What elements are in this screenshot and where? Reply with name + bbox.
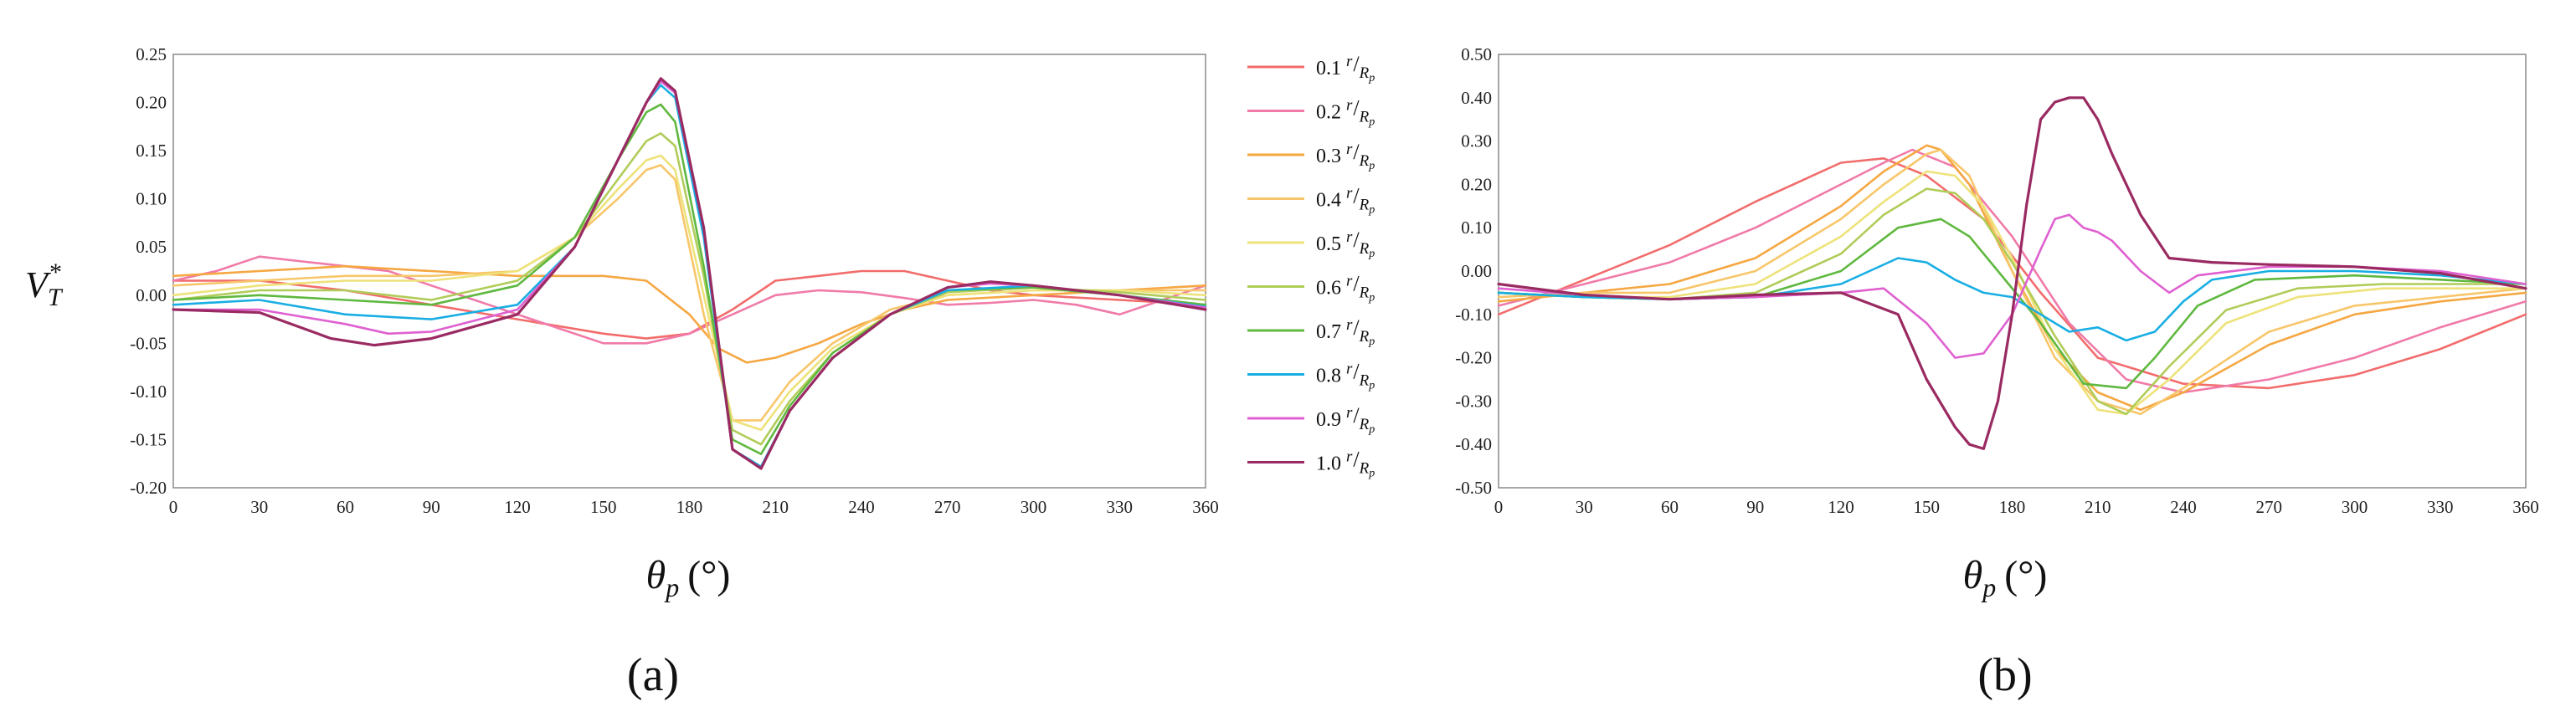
y-tick-label: -0.20 <box>1455 348 1492 368</box>
x-tick-label: 60 <box>1661 497 1679 517</box>
plot-frame-b <box>1498 54 2527 489</box>
x-tick-label: 360 <box>1192 497 1219 517</box>
y-tick-label: -0.20 <box>130 478 167 498</box>
y-axis-label-a: VT* <box>25 259 64 311</box>
series-line-0.5 <box>1497 170 2527 416</box>
x-ticks-a: 0 30 60 90 120 150 180 210 240 270 300 330 360 <box>169 497 1219 517</box>
series-lines-b <box>1497 96 2527 450</box>
legend-entry: 0.2 r/Rp <box>1316 96 1375 129</box>
legend-entry: 0.5 r/Rp <box>1316 228 1375 260</box>
y-tick-label: 0.10 <box>136 189 167 209</box>
y-tick-label: -0.30 <box>1455 391 1492 411</box>
x-tick-label: 240 <box>848 497 875 517</box>
legend-entry: 0.3 r/Rp <box>1316 140 1375 172</box>
x-tick-label: 0 <box>169 497 178 517</box>
series-line-0.8 <box>1497 257 2527 342</box>
y-tick-label: 0.00 <box>136 285 167 305</box>
x-tick-label: 270 <box>934 497 961 517</box>
y-tick-label: 0.50 <box>1461 44 1492 64</box>
legend-entry: 0.4 r/Rp <box>1316 184 1375 217</box>
y-tick-label: 0.05 <box>136 237 167 257</box>
x-tick-label: 300 <box>2342 497 2368 517</box>
x-tick-label: 330 <box>1107 497 1134 517</box>
x-tick-label: 210 <box>2085 497 2111 517</box>
panel-label-b: (b) <box>1977 649 2032 701</box>
series-line-0.3 <box>172 264 1207 364</box>
series-line-0.3 <box>1497 144 2527 412</box>
x-tick-label: 150 <box>590 497 617 517</box>
legend-entry: 0.8 r/Rp <box>1316 360 1375 392</box>
x-tick-label: 180 <box>676 497 703 517</box>
legend-entry: 0.7 r/Rp <box>1316 315 1375 348</box>
y-ticks-b: 0.50 0.40 0.30 0.20 0.10 0.00 -0.10 -0.20 -0.30 -… <box>1455 44 1492 498</box>
panel-b: 0.50 0.40 0.30 0.20 0.10 0.00 -0.10 -0.20 -0.30 -… <box>1455 44 2539 701</box>
series-line-0.2 <box>1497 148 2527 394</box>
x-tick-label: 330 <box>2427 497 2454 517</box>
series-line-0.6 <box>1497 187 2527 416</box>
x-tick-label: 360 <box>2512 497 2539 517</box>
x-tick-label: 60 <box>337 497 354 517</box>
x-tick-label: 120 <box>504 497 531 517</box>
series-line-0.5 <box>172 154 1207 432</box>
legend-entry: 0.9 r/Rp <box>1316 403 1375 436</box>
legend-entry: 1.0 r/Rp <box>1316 448 1375 480</box>
series-line-0.1 <box>172 269 1207 340</box>
y-tick-label: 0.10 <box>1461 218 1492 238</box>
y-ticks-a: 0.25 0.20 0.15 0.10 0.05 0.00 -0.05 -0.10 -0.15 -… <box>130 44 167 498</box>
x-tick-label: 150 <box>1914 497 1941 517</box>
y-tick-label: 0.00 <box>1461 261 1492 281</box>
series-line-0.4 <box>172 164 1207 422</box>
x-tick-label: 90 <box>423 497 440 517</box>
x-ticks-b: 0 30 60 90 120 150 180 210 240 270 300 330 360 <box>1494 497 2539 517</box>
series-line-1.0 <box>1497 96 2527 450</box>
y-tick-label: -0.10 <box>1455 305 1492 325</box>
series-line-0.9 <box>172 79 1207 470</box>
y-tick-label: -0.10 <box>130 382 167 402</box>
y-tick-label: 0.30 <box>1461 131 1492 151</box>
series-line-0.8 <box>172 84 1207 468</box>
y-tick-label: -0.50 <box>1455 478 1492 498</box>
y-tick-label: 0.25 <box>136 44 167 64</box>
x-tick-label: 210 <box>763 497 789 517</box>
x-tick-label: 30 <box>1576 497 1593 517</box>
x-tick-label: 0 <box>1494 497 1504 517</box>
y-tick-label: -0.05 <box>130 333 167 353</box>
y-tick-label: 0.15 <box>136 141 167 161</box>
plot-frame-a <box>172 54 1206 489</box>
panel-a: 0.25 0.20 0.15 0.10 0.05 0.00 -0.05 -0.10 -0.15 -… <box>25 44 1219 701</box>
legend: 0.1 r/Rp 0.2 r/Rp 0.3 r/Rp 0.4 r/Rp 0.5 r/Rp… <box>1247 52 1375 480</box>
x-tick-label: 90 <box>1746 497 1764 517</box>
x-tick-label: 240 <box>2170 497 2197 517</box>
x-tick-label: 30 <box>250 497 268 517</box>
y-tick-label: 0.20 <box>136 93 167 113</box>
panel-label-a: (a) <box>627 649 679 701</box>
y-tick-label: -0.15 <box>130 429 167 449</box>
y-tick-label: 0.40 <box>1461 88 1492 108</box>
x-axis-label-b: θp (°) <box>1963 553 2048 602</box>
x-tick-label: 120 <box>1828 497 1854 517</box>
x-tick-label: 180 <box>1999 497 2026 517</box>
x-axis-label-a: θp (°) <box>646 553 731 602</box>
series-line-0.4 <box>1497 148 2527 416</box>
x-tick-label: 270 <box>2256 497 2283 517</box>
legend-entry: 0.1 r/Rp <box>1316 52 1375 85</box>
series-line-0.6 <box>172 132 1207 446</box>
y-tick-label: -0.40 <box>1455 434 1492 454</box>
series-lines-a <box>172 77 1207 470</box>
x-tick-label: 300 <box>1021 497 1047 517</box>
y-tick-label: 0.20 <box>1461 174 1492 194</box>
legend-entry: 0.6 r/Rp <box>1316 272 1375 305</box>
series-line-1.0 <box>172 77 1207 470</box>
